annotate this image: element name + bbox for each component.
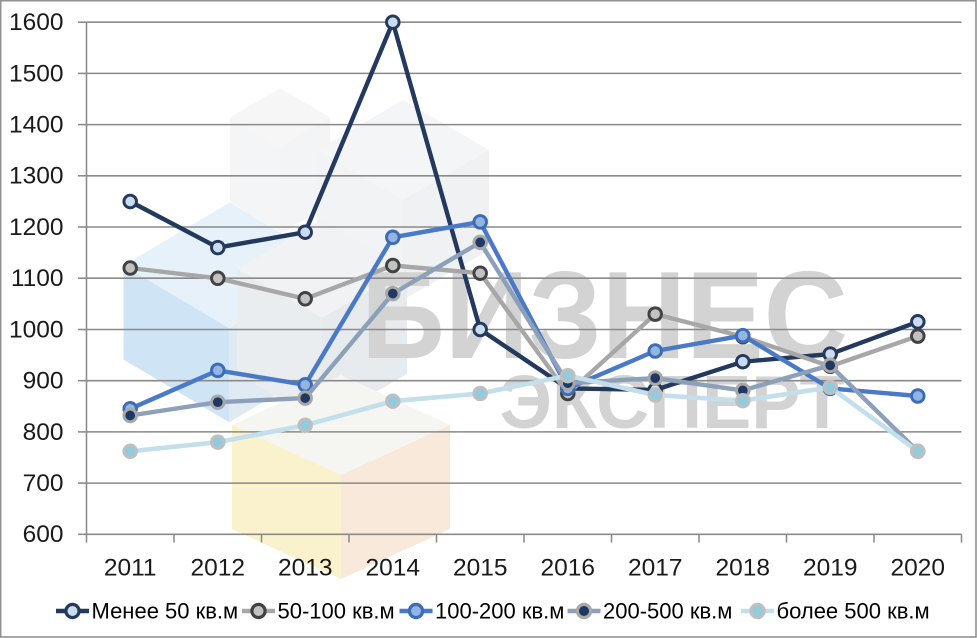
- svg-text:2013: 2013: [278, 555, 333, 582]
- svg-text:2016: 2016: [541, 555, 596, 582]
- svg-text:700: 700: [23, 470, 64, 497]
- svg-text:2014: 2014: [366, 555, 421, 582]
- svg-text:1400: 1400: [9, 112, 64, 139]
- svg-text:2012: 2012: [191, 555, 246, 582]
- svg-text:1600: 1600: [9, 9, 64, 36]
- svg-text:200-500 кв.м: 200-500 кв.м: [603, 599, 732, 624]
- svg-text:600: 600: [23, 521, 64, 548]
- svg-text:1200: 1200: [9, 214, 64, 241]
- svg-text:800: 800: [23, 419, 64, 446]
- svg-text:2017: 2017: [628, 555, 683, 582]
- svg-text:2020: 2020: [891, 555, 946, 582]
- svg-text:900: 900: [23, 368, 64, 395]
- svg-text:100-200 кв.м: 100-200 кв.м: [435, 599, 564, 624]
- svg-text:1300: 1300: [9, 163, 64, 190]
- svg-text:Менее 50 кв.м: Менее 50 кв.м: [92, 599, 239, 624]
- svg-text:2015: 2015: [453, 555, 508, 582]
- svg-text:2011: 2011: [104, 555, 157, 582]
- svg-text:1000: 1000: [9, 316, 64, 343]
- svg-text:50-100 кв.м: 50-100 кв.м: [278, 599, 395, 624]
- svg-text:более 500 кв.м: более 500 кв.м: [777, 599, 930, 624]
- svg-text:1100: 1100: [11, 265, 64, 292]
- svg-text:2018: 2018: [716, 555, 771, 582]
- svg-text:1500: 1500: [9, 60, 64, 87]
- svg-text:2019: 2019: [803, 555, 858, 582]
- svg-text:ЭКСПЕРТ: ЭКСПЕРТ: [500, 360, 845, 444]
